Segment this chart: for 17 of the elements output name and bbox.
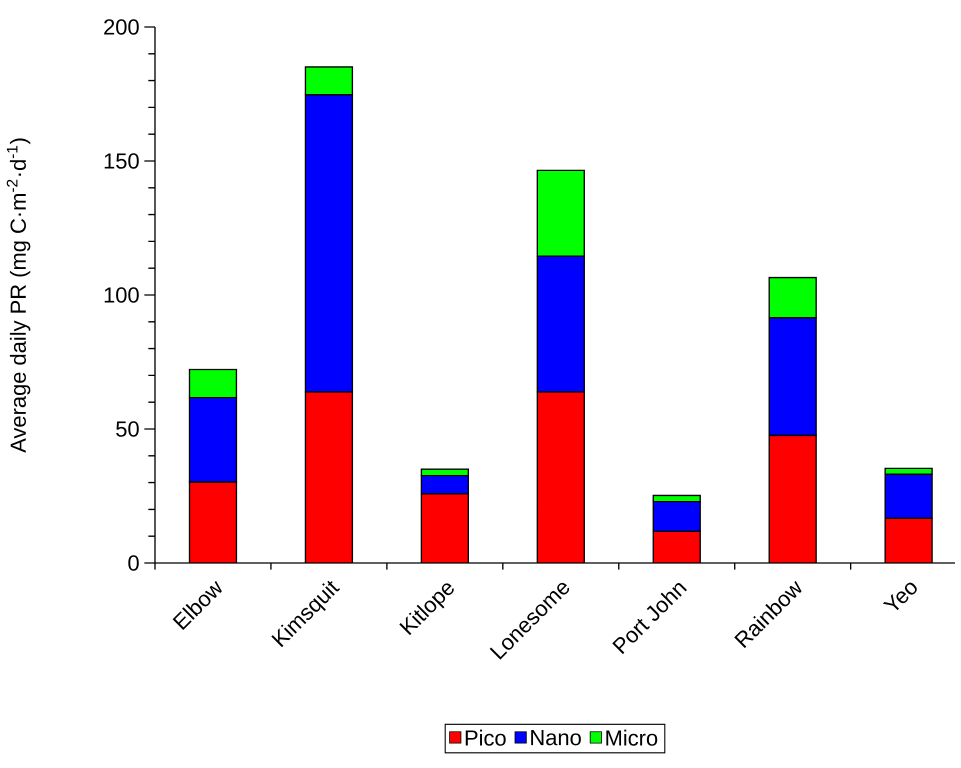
y-tick-label: 200	[104, 19, 139, 35]
bar	[769, 435, 816, 563]
bar	[305, 392, 352, 563]
bar	[653, 531, 700, 563]
bar	[421, 494, 468, 563]
y-axis-title: Average daily PR (mg C·m$^{-2}$·d$^{-1}$)	[6, 138, 30, 453]
bar	[884, 518, 933, 563]
y-tick-label: 0	[128, 555, 139, 571]
legend-label: Micro	[606, 730, 658, 746]
legend-label: Pico	[466, 730, 506, 746]
x-tick-label: Yeo	[882, 582, 917, 610]
legend-label: Nano	[531, 730, 581, 746]
y-tick-label: 100	[104, 287, 139, 303]
y-tick-label: 50	[116, 421, 139, 437]
y-tick-label: 150	[104, 153, 139, 169]
bar	[189, 482, 236, 563]
bar	[537, 392, 584, 563]
